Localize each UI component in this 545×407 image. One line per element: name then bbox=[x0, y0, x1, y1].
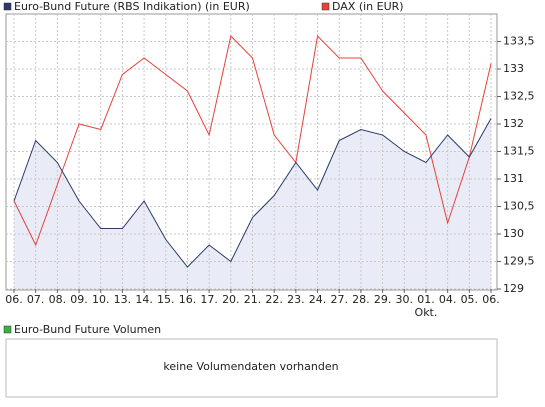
volume-panel bbox=[5, 338, 498, 398]
x-tick-label: 05. bbox=[461, 293, 479, 306]
y-tick-label: 130,5 bbox=[503, 200, 535, 213]
volume-message: keine Volumendaten vorhanden bbox=[163, 360, 338, 373]
x-tick-label: 16. bbox=[179, 293, 197, 306]
legend-swatch bbox=[321, 2, 330, 11]
series-line bbox=[13, 118, 492, 268]
y-tick-label: 133,5 bbox=[503, 35, 535, 48]
x-tick-label: 08. bbox=[49, 293, 67, 306]
y-tick-label: 129 bbox=[503, 282, 524, 295]
x-tick-label: 29. bbox=[374, 293, 392, 306]
x-tick-label: 20. bbox=[222, 293, 240, 306]
x-tick-label: 01. bbox=[417, 293, 435, 306]
x-tick-label: 24. bbox=[309, 293, 327, 306]
x-month-label: Okt. bbox=[415, 306, 438, 319]
legend-label: Euro-Bund Future (RBS Indikation) (in EU… bbox=[14, 0, 250, 13]
x-tick-label: 15. bbox=[157, 293, 175, 306]
x-tick-label: 14. bbox=[135, 293, 153, 306]
x-tick-label: 13. bbox=[114, 293, 132, 306]
area bbox=[14, 118, 491, 289]
y-tick-label: 132 bbox=[503, 117, 524, 130]
x-tick-label: 17. bbox=[200, 293, 218, 306]
x-tick-label: 28. bbox=[352, 293, 370, 306]
x-tick-label: 30. bbox=[396, 293, 414, 306]
x-tick-label: 07. bbox=[27, 293, 45, 306]
x-tick-label: 10. bbox=[92, 293, 110, 306]
x-tick-label: 27. bbox=[330, 293, 348, 306]
y-tick-label: 131,5 bbox=[503, 145, 535, 158]
x-tick-label: 21. bbox=[244, 293, 262, 306]
x-tick-label: 09. bbox=[70, 293, 88, 306]
volume-legend-label: Euro-Bund Future Volumen bbox=[14, 323, 161, 336]
y-tick-label: 132,5 bbox=[503, 90, 535, 103]
x-tick-label: 06. bbox=[482, 293, 500, 306]
y-tick-label: 129,5 bbox=[503, 255, 535, 268]
y-tick-label: 133 bbox=[503, 62, 524, 75]
y-tick-label: 131 bbox=[503, 172, 524, 185]
x-tick-label: 06. bbox=[5, 293, 23, 306]
series-line bbox=[13, 34, 492, 247]
legend-label: DAX (in EUR) bbox=[332, 0, 404, 13]
y-tick-label: 130 bbox=[503, 227, 524, 240]
x-tick-label: 23. bbox=[287, 293, 305, 306]
x-tick-label: 22. bbox=[265, 293, 283, 306]
x-tick-label: 04. bbox=[439, 293, 457, 306]
legend-swatch bbox=[3, 2, 12, 11]
volume-legend-swatch bbox=[3, 325, 12, 334]
